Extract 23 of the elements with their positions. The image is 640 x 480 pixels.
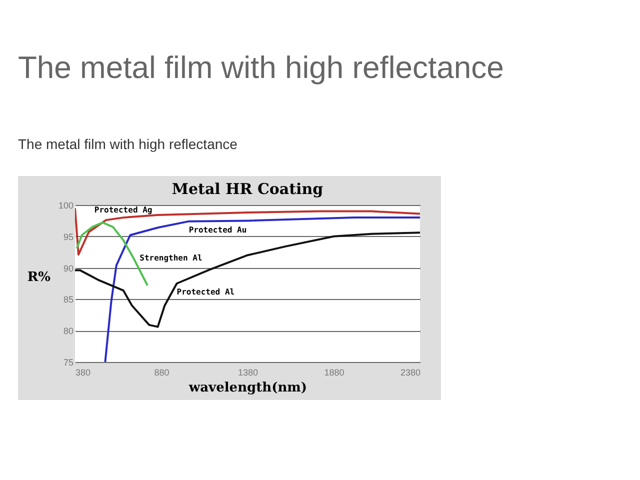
series-label: Protected Ag	[94, 206, 152, 215]
x-tick-label: 1380	[238, 368, 258, 378]
line-series	[75, 207, 420, 256]
y-tick-label: 75	[63, 358, 74, 368]
y-axis-title: R%	[27, 270, 52, 285]
y-tick-label: 100	[58, 200, 74, 210]
series-label: Protected Al	[176, 288, 235, 296]
chart-title: The metal film with high reflectance	[18, 50, 504, 86]
x-tick-label: 1880	[324, 368, 344, 378]
text: Metal HR Coating	[172, 180, 324, 198]
chart-subtitle: The metal film with high reflectance	[18, 136, 238, 152]
y-tick-label: 90	[63, 263, 74, 274]
y-tick-label: 80	[63, 326, 74, 336]
series-label: Strengthen Al	[140, 253, 202, 262]
x-tick-label: 880	[154, 368, 170, 378]
x-tick-label: 2380	[400, 368, 420, 378]
y-tick-label: 95	[63, 232, 74, 242]
x-axis-title: wavelength(nm)	[188, 380, 308, 396]
line-series	[75, 232, 420, 328]
y-tick-label: 85	[63, 294, 74, 305]
line-series	[104, 216, 420, 362]
x-tick-label: 380	[76, 368, 91, 378]
series-label: Protected Au	[188, 225, 247, 234]
